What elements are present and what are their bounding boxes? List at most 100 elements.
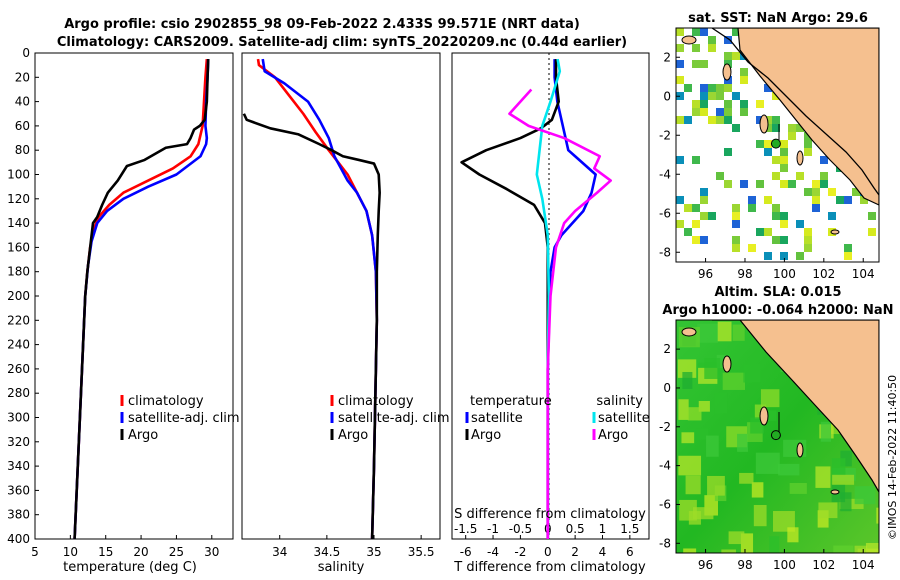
- sst-cell: [780, 212, 788, 220]
- sla-island-enggano: [830, 489, 840, 495]
- sst-cell: [700, 188, 708, 196]
- sla-cell: [743, 364, 761, 383]
- sst-cell: [724, 52, 732, 60]
- sla-cell: [706, 435, 719, 457]
- sst-cell: [708, 92, 716, 100]
- sla-cell: [683, 548, 697, 553]
- sst-cell: [788, 132, 796, 140]
- sla-cell: [751, 482, 764, 498]
- sst-cell: [812, 204, 820, 212]
- legend-label: satellite: [598, 411, 650, 426]
- sst-cell: [708, 44, 716, 52]
- sst-cell: [868, 212, 876, 220]
- sst-map-panel: 96 98 100 102 104 2 0 -2 -4 -6 -8: [659, 27, 880, 281]
- sla-cell: [717, 321, 732, 342]
- legend-label: Argo: [338, 428, 368, 443]
- sla-cell: [763, 410, 777, 421]
- sst-cell: [708, 36, 716, 44]
- x-tick-label: 15: [98, 545, 113, 559]
- sst-cell: [732, 236, 740, 244]
- sst-cell: [732, 124, 740, 132]
- salinity-legend: climatology satellite-adj. clim Argo: [330, 394, 450, 443]
- sst-cell: [700, 60, 708, 68]
- sst-cell: [676, 116, 684, 124]
- legend-label: Argo: [471, 428, 501, 443]
- sst-cell: [692, 236, 700, 244]
- sst-cell: [724, 36, 732, 44]
- sla-cell: [876, 507, 879, 524]
- sla-island-siberut: [759, 406, 769, 426]
- sst-cell: [828, 188, 836, 196]
- sla-cell: [755, 452, 780, 474]
- sst-cell: [772, 124, 780, 132]
- sst-cell: [780, 236, 788, 244]
- difference-legend: temperature salinity satellite Argo satellit…: [465, 394, 650, 443]
- sst-cell: [764, 84, 772, 92]
- sla-cell: [854, 486, 876, 505]
- sst-cell: [732, 204, 740, 212]
- map-y-tick-label: -4: [659, 167, 671, 181]
- depth-tick-label: 380: [7, 508, 30, 522]
- difference-panel: -6 -4 -2 0 2 4 6 -1.5 -1 -0.5 0 0.5 1 1.5 temperatur…: [451, 52, 650, 575]
- sst-cell: [700, 236, 708, 244]
- sst-cell: [692, 204, 700, 212]
- sst-cell: [772, 204, 780, 212]
- sst-cell: [780, 180, 788, 188]
- sla-cell: [818, 502, 838, 519]
- map-y-tick-label: 0: [663, 89, 671, 103]
- map-x-tick-label: 104: [852, 558, 875, 572]
- sst-cell: [716, 116, 724, 124]
- map-x-tick-label: 104: [852, 267, 875, 281]
- sst-cell: [860, 196, 868, 204]
- sst-cell: [676, 196, 684, 204]
- sst-cell: [684, 84, 692, 92]
- salinity-x-ticks: 34 34.5 35 35.5: [272, 535, 435, 559]
- x-tick-label: 35.5: [408, 545, 435, 559]
- sla-cell: [678, 455, 702, 476]
- sla-cell: [687, 407, 702, 421]
- sst-cell: [820, 180, 828, 188]
- figure-title-line-2: Climatology: CARS2009. Satellite-adj cli…: [57, 35, 627, 50]
- sst-cell: [772, 212, 780, 220]
- sst-cell: [732, 52, 740, 60]
- sla-cell: [865, 542, 879, 553]
- sst-cell: [796, 124, 804, 132]
- x-tick-label: 10: [63, 545, 78, 559]
- sst-cell: [692, 60, 700, 68]
- depth-tick-label: 0: [22, 46, 30, 60]
- sst-cell: [700, 100, 708, 108]
- sst-cell: [756, 140, 764, 148]
- map-x-tick-label: 102: [812, 558, 835, 572]
- sst-cell: [748, 196, 756, 204]
- depth-tick-label: 260: [7, 362, 30, 376]
- copyright-label: ©IMOS 14-Feb-2022 11:40:50: [886, 375, 899, 540]
- sst-cell: [732, 28, 740, 36]
- x-tick-label: 2: [571, 545, 579, 559]
- x-tick-label: -4: [487, 545, 499, 559]
- sst-cell: [740, 100, 748, 108]
- sst-map-ticks: 96 98 100 102 104 2 0 -2 -4 -6 -8: [659, 50, 875, 281]
- depth-tick-label: 40: [15, 95, 30, 109]
- difference-x-ticks: -6 -4 -2 0 2 4 6: [460, 535, 634, 559]
- sla-cell: [789, 482, 807, 494]
- sla-map-title-line-1: Altim. SLA: 0.015: [715, 285, 842, 300]
- sla-argo-marker: [770, 430, 781, 441]
- sst-cell: [772, 236, 780, 244]
- sla-cell: [704, 358, 721, 379]
- sst-cell: [772, 172, 780, 180]
- sst-cell: [780, 140, 788, 148]
- sst-cell: [732, 220, 740, 228]
- difference-lines: [460, 58, 612, 539]
- sst-cell: [804, 244, 812, 252]
- x-tick-label: -2: [514, 545, 526, 559]
- legend-title-temperature: temperature: [470, 394, 552, 409]
- sla-map-ticks: 96 98 100 102 104 2 0 -2 -4 -6 -8: [659, 342, 875, 572]
- sst-cell: [756, 180, 764, 188]
- sla-island-simeulue: [681, 327, 697, 337]
- sst-island-enggano: [830, 229, 840, 235]
- depth-tick-label: 140: [7, 216, 30, 230]
- depth-tick-label: 160: [7, 240, 30, 254]
- secondary-x-tick-label: 0.5: [566, 522, 585, 536]
- sst-cell: [732, 212, 740, 220]
- sst-cell: [756, 228, 764, 236]
